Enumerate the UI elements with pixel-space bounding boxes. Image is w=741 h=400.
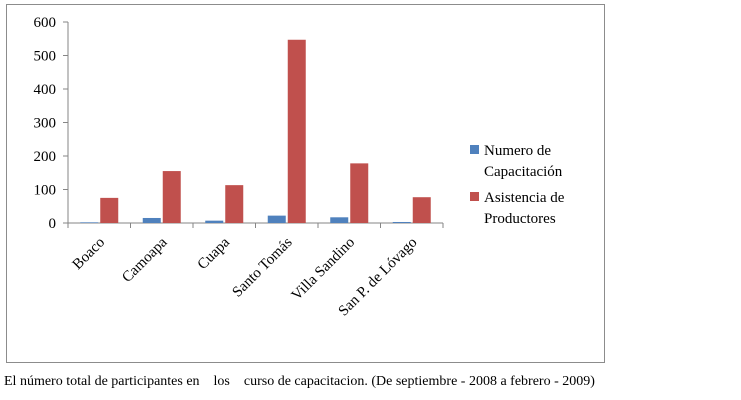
- chart-caption: El número total de participantes en los …: [4, 374, 595, 389]
- legend: Numero de Capacitación Asistencia de Produc…: [470, 143, 565, 227]
- bar: [350, 163, 369, 223]
- bar: [287, 39, 306, 223]
- bar: [330, 217, 349, 223]
- bar: [162, 171, 181, 223]
- legend-swatch: [470, 192, 479, 201]
- bar: [205, 220, 224, 223]
- bar: [267, 215, 286, 223]
- bar: [80, 222, 99, 223]
- x-tick-label: Santo Tomás: [230, 234, 296, 300]
- legend-entry: Asistencia de Productores: [484, 190, 565, 227]
- bar-chart: 0 100 200 300 400 500 600 Boaco Camoapa CuapaSant…: [34, 15, 565, 319]
- bar: [100, 197, 119, 223]
- legend-swatch: [470, 145, 479, 154]
- bar: [142, 217, 161, 223]
- y-tick-label: 0: [49, 216, 57, 232]
- legend-entry: Numero de Capacitación: [484, 143, 563, 180]
- x-tick-label: Cuapa: [195, 234, 234, 273]
- chart-frame: 0 100 200 300 400 500 600 Boaco Camoapa Cuapa Sant…: [6, 4, 605, 363]
- y-tick-label: 500: [34, 49, 57, 65]
- bar: [412, 197, 431, 223]
- y-tick-label: 600: [34, 15, 57, 31]
- y-tick-label: 100: [34, 183, 57, 199]
- x-tick-label: Villa Sandino: [289, 235, 358, 304]
- x-tick-label: Camoapa: [119, 234, 171, 286]
- bar: [392, 221, 411, 223]
- x-tick-label: Boaco: [70, 235, 108, 273]
- y-tick-label: 300: [34, 116, 57, 132]
- bar: [225, 185, 244, 223]
- y-tick-label: 400: [34, 82, 57, 98]
- y-tick-label: 200: [34, 149, 57, 165]
